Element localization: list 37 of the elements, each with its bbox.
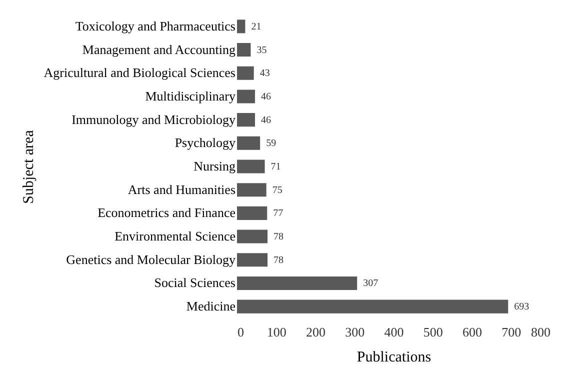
y-tick-label: Management and Accounting — [82, 42, 236, 57]
data-label: 78 — [274, 254, 284, 266]
data-label: 307 — [363, 278, 378, 290]
x-tick-label: 800 — [531, 324, 550, 340]
data-label: 59 — [266, 138, 276, 150]
x-tick-label: 600 — [462, 324, 482, 340]
data-label: 75 — [272, 184, 282, 196]
data-label: 35 — [256, 44, 267, 56]
x-tick-label: 300 — [345, 324, 365, 340]
data-label: 71 — [270, 162, 281, 172]
data-label: 46 — [260, 91, 271, 102]
y-tick-label: Genetics and Molecular Biology — [66, 252, 236, 267]
x-tick-label: 200 — [306, 324, 326, 340]
x-axis-title: Publications — [356, 350, 432, 366]
y-tick-label: Nursing — [194, 158, 236, 174]
x-tick-label: 500 — [423, 324, 443, 340]
data-label: 77 — [273, 208, 284, 220]
y-tick-label: Psychology — [174, 135, 236, 150]
y-tick-label: Arts and Humanities — [128, 182, 236, 197]
y-tick-label: Social Sciences — [154, 275, 236, 290]
data-label: 78 — [274, 232, 284, 243]
y-tick-label: Multidisciplinary — [145, 88, 236, 104]
data-label: 43 — [260, 68, 270, 80]
y-tick-label: Toxicology and Pharmaceutics — [75, 18, 236, 34]
x-tick-label: 100 — [266, 324, 286, 340]
x-tick-label: 700 — [502, 324, 522, 340]
y-tick-label: Medicine — [186, 298, 236, 314]
y-tick-label: Immunology and Microbiology — [72, 112, 236, 127]
y-tick-label: Econometrics and Finance — [98, 205, 236, 220]
x-tick-label: 400 — [384, 324, 404, 340]
y-tick-label: Agricultural and Biological Sciences — [44, 65, 236, 80]
y-axis-title: Subject area — [20, 130, 37, 204]
data-label: 21 — [251, 21, 262, 32]
x-tick-label: 0 — [238, 324, 244, 340]
data-label: 693 — [514, 302, 530, 313]
data-label: 46 — [260, 114, 271, 126]
y-tick-label: Environmental Science — [114, 228, 236, 244]
